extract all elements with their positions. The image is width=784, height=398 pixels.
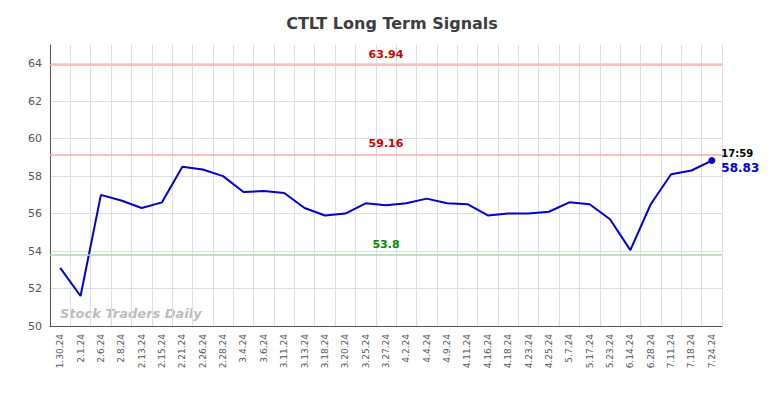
svg-text:2.1.24: 2.1.24 <box>76 334 86 363</box>
svg-text:2.26.24: 2.26.24 <box>198 334 208 369</box>
svg-text:3.27.24: 3.27.24 <box>381 334 391 369</box>
svg-text:56: 56 <box>28 207 42 220</box>
svg-text:5.17.24: 5.17.24 <box>585 334 595 369</box>
svg-text:63.94: 63.94 <box>369 48 404 61</box>
svg-text:6.14.24: 6.14.24 <box>625 334 635 369</box>
svg-text:54: 54 <box>28 245 42 258</box>
svg-text:3.20.24: 3.20.24 <box>340 334 350 369</box>
svg-text:7.11.24: 7.11.24 <box>666 334 676 369</box>
svg-text:6.28.24: 6.28.24 <box>646 334 656 369</box>
svg-text:2.21.24: 2.21.24 <box>177 334 187 369</box>
svg-text:2.28.24: 2.28.24 <box>218 334 228 369</box>
svg-text:2.15.24: 2.15.24 <box>157 334 167 369</box>
svg-text:5.23.24: 5.23.24 <box>605 334 615 369</box>
svg-text:4.18.24: 4.18.24 <box>503 334 513 369</box>
svg-text:CTLT Long Term Signals: CTLT Long Term Signals <box>286 14 498 33</box>
svg-text:58.83: 58.83 <box>721 161 759 175</box>
svg-text:3.25.24: 3.25.24 <box>361 334 371 369</box>
svg-text:7.18.24: 7.18.24 <box>686 334 696 369</box>
svg-text:Stock Traders Daily: Stock Traders Daily <box>60 306 202 321</box>
svg-text:3.13.24: 3.13.24 <box>300 334 310 369</box>
svg-text:4.11.24: 4.11.24 <box>462 334 472 369</box>
svg-text:5.7.24: 5.7.24 <box>564 334 574 363</box>
svg-text:50: 50 <box>28 320 42 333</box>
svg-text:2.8.24: 2.8.24 <box>116 334 126 363</box>
svg-text:58: 58 <box>28 170 42 183</box>
svg-text:53.8: 53.8 <box>372 238 399 251</box>
svg-text:4.23.24: 4.23.24 <box>524 334 534 369</box>
svg-text:59.16: 59.16 <box>369 137 404 150</box>
svg-text:4.16.24: 4.16.24 <box>483 334 493 369</box>
svg-text:4.9.24: 4.9.24 <box>442 334 452 363</box>
svg-text:3.4.24: 3.4.24 <box>238 334 248 363</box>
svg-text:2.6.24: 2.6.24 <box>96 334 106 363</box>
svg-text:4.25.24: 4.25.24 <box>544 334 554 369</box>
svg-text:3.11.24: 3.11.24 <box>279 334 289 369</box>
svg-text:2.13.24: 2.13.24 <box>137 334 147 369</box>
svg-text:60: 60 <box>28 132 42 145</box>
svg-text:52: 52 <box>28 282 42 295</box>
svg-text:17:59: 17:59 <box>721 148 753 159</box>
svg-text:7.24.24: 7.24.24 <box>707 334 717 369</box>
svg-text:62: 62 <box>28 95 42 108</box>
svg-text:3.18.24: 3.18.24 <box>320 334 330 369</box>
svg-text:4.4.24: 4.4.24 <box>422 334 432 363</box>
svg-text:64: 64 <box>28 57 42 70</box>
svg-text:4.2.24: 4.2.24 <box>401 334 411 363</box>
svg-text:3.6.24: 3.6.24 <box>259 334 269 363</box>
svg-text:1.30.24: 1.30.24 <box>55 334 65 369</box>
